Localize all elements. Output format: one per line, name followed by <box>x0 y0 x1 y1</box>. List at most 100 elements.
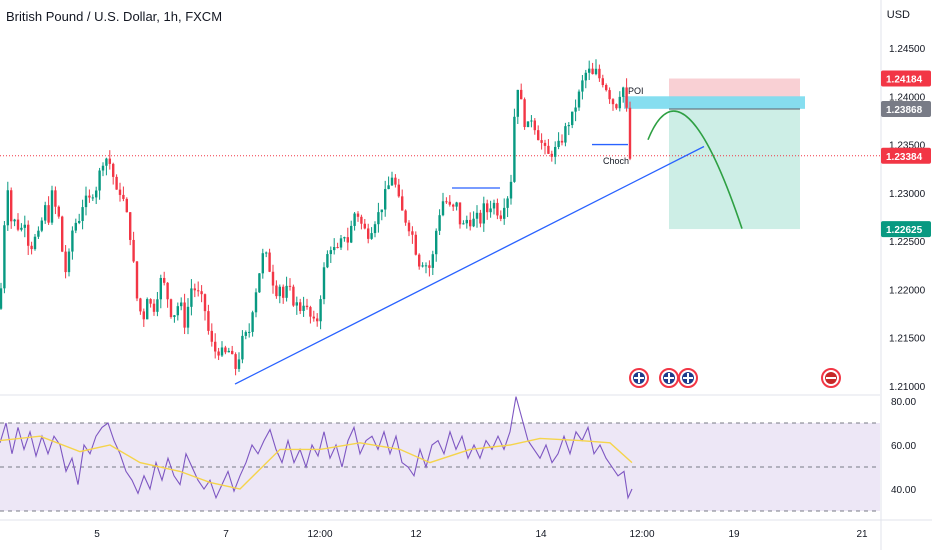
candle-body <box>384 189 387 210</box>
candle <box>139 297 142 315</box>
candle-body <box>156 299 159 312</box>
candle <box>295 296 298 315</box>
price-label-text: 1.22625 <box>886 225 923 236</box>
candle-body <box>44 205 47 221</box>
candle <box>95 186 98 205</box>
candle-body <box>312 316 315 319</box>
uk-flag-icon[interactable] <box>659 368 679 388</box>
candle-body <box>380 209 383 213</box>
candle-body <box>407 222 411 232</box>
candle <box>214 333 217 359</box>
candle-body <box>346 237 349 243</box>
candle-body <box>343 237 346 239</box>
price-label-text: 1.24184 <box>886 75 923 86</box>
candle-body <box>411 231 414 235</box>
candle <box>248 323 251 338</box>
candle <box>448 195 451 207</box>
candle <box>288 278 292 291</box>
candle-body <box>33 236 37 250</box>
rsi-ma-line[interactable] <box>0 435 633 490</box>
candle <box>577 89 581 111</box>
candle <box>564 122 567 147</box>
candle <box>346 227 349 251</box>
candle-body <box>543 142 547 146</box>
candle <box>486 199 489 220</box>
price-label-tag[interactable] <box>881 70 931 87</box>
candle <box>33 234 37 251</box>
candle-body <box>577 91 581 108</box>
candle-body <box>394 177 397 185</box>
candle-body <box>186 306 190 328</box>
price-label-tag[interactable] <box>881 101 931 118</box>
poi-zone[interactable] <box>624 96 805 109</box>
projection-curve[interactable] <box>647 110 743 229</box>
price-tick-label: 1.23500 <box>889 141 926 152</box>
candle <box>50 185 54 225</box>
price-axis[interactable]: 1.24500 1.24000 1.23500 1.23000 1.22500 1.220… <box>881 44 931 496</box>
rsi-pane[interactable] <box>0 396 880 512</box>
uk-flag-icon[interactable] <box>629 368 649 388</box>
candle <box>336 242 339 249</box>
trade-zones[interactable] <box>0 78 880 230</box>
us-flag-icon[interactable] <box>821 368 841 388</box>
candle-body <box>95 190 98 198</box>
candle-body <box>16 219 20 230</box>
price-tick-label: 1.24000 <box>889 92 926 103</box>
candle <box>129 212 132 246</box>
candle <box>30 241 33 255</box>
candle-body <box>373 224 377 234</box>
candle <box>292 284 295 307</box>
candle <box>44 201 47 224</box>
candle <box>526 121 530 128</box>
candle-body <box>227 350 230 353</box>
candle-body <box>581 80 584 92</box>
candle-body <box>458 202 462 225</box>
price-label-tag[interactable] <box>881 147 931 164</box>
candle <box>475 205 479 228</box>
target-zone[interactable] <box>669 109 800 230</box>
candle <box>27 220 30 256</box>
candle <box>506 196 509 218</box>
drawings[interactable] <box>234 110 743 385</box>
candle-body <box>611 99 615 105</box>
uk-flag-icon[interactable] <box>678 368 698 388</box>
candle-body <box>489 208 492 213</box>
price-tick-label: 1.22000 <box>889 285 926 296</box>
candle <box>469 212 472 231</box>
time-axis[interactable]: 5 7 12:00 12 14 12:00 19 21 <box>94 529 868 540</box>
candle-body <box>499 215 502 219</box>
candle <box>333 238 336 255</box>
candle <box>227 347 230 353</box>
candle-body <box>118 189 122 195</box>
candle-body <box>350 225 353 243</box>
candle <box>200 285 203 303</box>
price-label-tag[interactable] <box>881 221 931 238</box>
candle <box>384 180 387 217</box>
candle-body <box>146 299 149 320</box>
rsi-line[interactable] <box>0 396 633 500</box>
candle <box>373 221 377 238</box>
candle <box>339 235 343 250</box>
candle <box>234 352 237 376</box>
candle <box>101 162 105 177</box>
trend-line[interactable] <box>234 145 705 385</box>
candle <box>142 308 145 327</box>
candle <box>594 59 598 76</box>
candle <box>479 209 482 228</box>
candle-body <box>520 89 523 100</box>
candle <box>554 141 557 165</box>
candle <box>210 323 213 347</box>
candle-body <box>288 285 292 287</box>
candle-body <box>302 305 305 311</box>
candle-body <box>387 185 390 190</box>
candle <box>377 202 380 233</box>
candle-body <box>231 350 234 355</box>
candle <box>16 213 20 232</box>
rsi-tick-label: 40.00 <box>891 485 916 496</box>
candle <box>465 215 468 229</box>
event-icons[interactable] <box>629 368 841 388</box>
time-tick-label: 12 <box>410 529 422 540</box>
candle-body <box>309 307 312 317</box>
